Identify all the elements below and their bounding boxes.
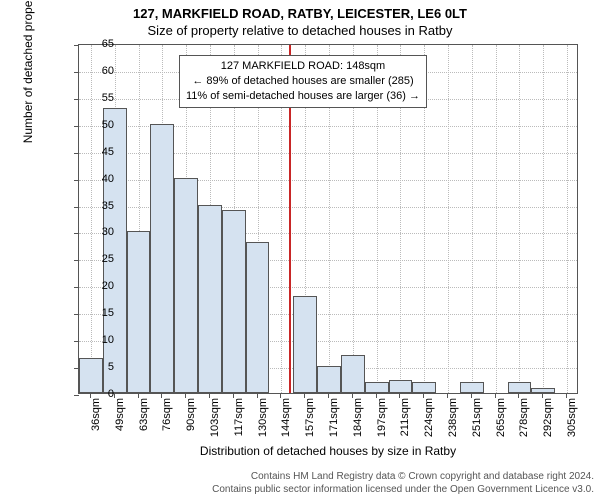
chart-container: 127, MARKFIELD ROAD, RATBY, LEICESTER, L… [0, 0, 600, 500]
ytick-label: 50 [84, 119, 114, 131]
ytick-label: 45 [84, 146, 114, 158]
xtick-label: 224sqm [423, 398, 435, 448]
histogram-bar [127, 231, 151, 393]
xtick-label: 305sqm [566, 398, 578, 448]
histogram-bar [460, 382, 484, 393]
grid-v [567, 45, 568, 393]
xtick-label: 90sqm [185, 398, 197, 448]
annotation-line1: 127 MARKFIELD ROAD: 148sqm [186, 59, 420, 74]
xtick-label: 171sqm [328, 398, 340, 448]
ytick-mark [74, 99, 79, 100]
ytick-label: 10 [84, 334, 114, 346]
xtick-label: 292sqm [542, 398, 554, 448]
histogram-bar [412, 382, 436, 393]
ytick-mark [74, 207, 79, 208]
xtick-label: 76sqm [161, 398, 173, 448]
xtick-label: 103sqm [209, 398, 221, 448]
xtick-label: 211sqm [399, 398, 411, 448]
footer-line2: Contains public sector information licen… [212, 483, 594, 496]
histogram-bar [198, 205, 222, 393]
ytick-label: 60 [84, 65, 114, 77]
xtick-label: 197sqm [376, 398, 388, 448]
histogram-bar [293, 296, 317, 393]
histogram-bar [150, 124, 174, 393]
ytick-label: 55 [84, 92, 114, 104]
ytick-label: 65 [84, 38, 114, 50]
xtick-label: 36sqm [90, 398, 102, 448]
xtick-label: 144sqm [280, 398, 292, 448]
ytick-label: 5 [84, 361, 114, 373]
xtick-label: 117sqm [233, 398, 245, 448]
ytick-mark [74, 233, 79, 234]
xtick-label: 265sqm [495, 398, 507, 448]
ytick-mark [74, 72, 79, 73]
ytick-label: 40 [84, 173, 114, 185]
histogram-bar [246, 242, 270, 393]
plot-area: 127 MARKFIELD ROAD: 148sqm← 89% of detac… [78, 44, 578, 394]
chart-title-main: 127, MARKFIELD ROAD, RATBY, LEICESTER, L… [0, 0, 600, 21]
ytick-label: 35 [84, 200, 114, 212]
xtick-label: 63sqm [138, 398, 150, 448]
grid-v [472, 45, 473, 393]
ytick-mark [74, 395, 79, 396]
histogram-bar [389, 380, 413, 393]
xtick-label: 184sqm [352, 398, 364, 448]
ytick-mark [74, 341, 79, 342]
footer: Contains HM Land Registry data © Crown c… [212, 470, 594, 496]
ytick-label: 15 [84, 307, 114, 319]
ytick-mark [74, 260, 79, 261]
grid-v [519, 45, 520, 393]
histogram-bar [341, 355, 365, 393]
xtick-label: 278sqm [518, 398, 530, 448]
chart-wrap: Number of detached properties 127 MARKFI… [48, 44, 588, 440]
xtick-label: 130sqm [257, 398, 269, 448]
histogram-bar [317, 366, 341, 393]
xtick-label: 251sqm [471, 398, 483, 448]
grid-v [448, 45, 449, 393]
ytick-mark [74, 153, 79, 154]
annotation-box: 127 MARKFIELD ROAD: 148sqm← 89% of detac… [179, 55, 427, 108]
annotation-line2: ← 89% of detached houses are smaller (28… [186, 74, 420, 89]
ytick-mark [74, 45, 79, 46]
ytick-label: 25 [84, 253, 114, 265]
ytick-mark [74, 287, 79, 288]
ytick-label: 30 [84, 226, 114, 238]
ytick-mark [74, 126, 79, 127]
xtick-label: 49sqm [114, 398, 126, 448]
grid-v [496, 45, 497, 393]
xtick-label: 238sqm [447, 398, 459, 448]
ytick-mark [74, 180, 79, 181]
y-axis-label: Number of detached properties [21, 0, 35, 143]
ytick-label: 20 [84, 280, 114, 292]
grid-v [543, 45, 544, 393]
histogram-bar [222, 210, 246, 393]
annotation-line3: 11% of semi-detached houses are larger (… [186, 89, 420, 104]
xtick-label: 157sqm [304, 398, 316, 448]
footer-line1: Contains HM Land Registry data © Crown c… [212, 470, 594, 483]
histogram-bar [174, 178, 198, 393]
histogram-bar [365, 382, 389, 393]
histogram-bar [508, 382, 532, 393]
ytick-mark [74, 314, 79, 315]
